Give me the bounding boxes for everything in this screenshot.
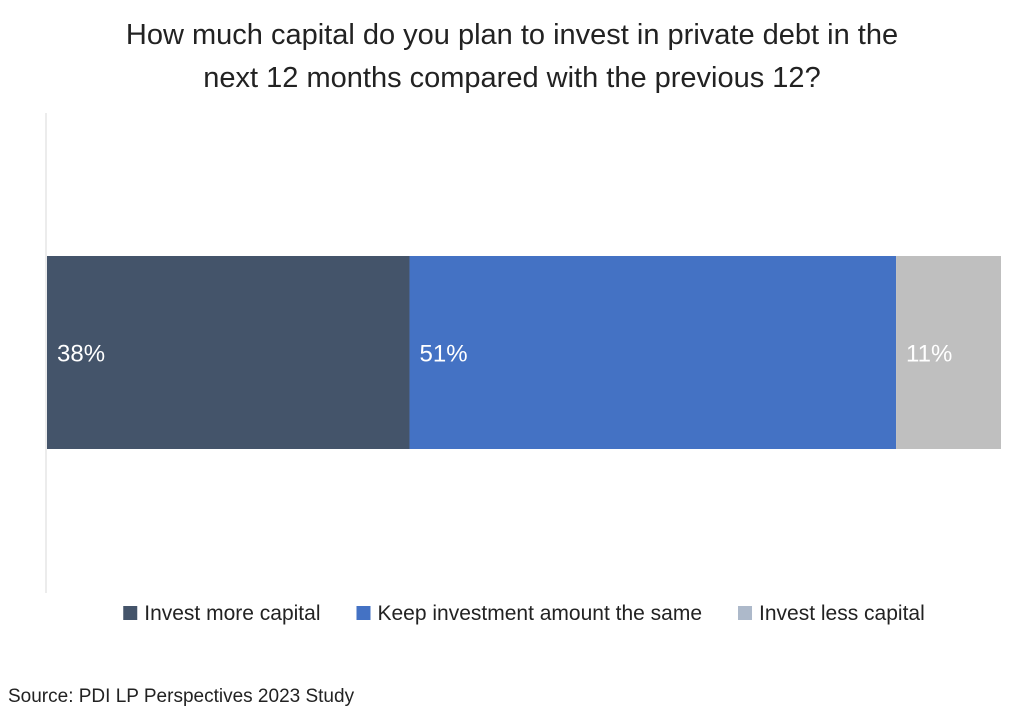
bar-segment-3 xyxy=(896,256,1001,449)
legend-label-1: Invest more capital xyxy=(144,602,320,625)
legend-label-2: Keep investment amount the same xyxy=(377,602,702,625)
chart-title: How much capital do you plan to invest i… xyxy=(0,14,1024,100)
data-label-2: 51% xyxy=(420,341,468,368)
legend-swatch-3 xyxy=(738,606,753,620)
data-label-3: 11% xyxy=(906,341,952,368)
source-note: Source: PDI LP Perspectives 2023 Study xyxy=(8,686,355,707)
chart-title-line-2: next 12 months compared with the previou… xyxy=(203,62,821,94)
legend-swatch-2 xyxy=(356,606,371,620)
legend-swatch-1 xyxy=(123,606,138,620)
legend-label-3: Invest less capital xyxy=(759,602,925,625)
data-label-1: 38% xyxy=(57,341,105,368)
bar-segment-2 xyxy=(409,256,897,449)
chart-title-line-1: How much capital do you plan to invest i… xyxy=(125,19,899,51)
bar-segment-1 xyxy=(47,256,410,449)
